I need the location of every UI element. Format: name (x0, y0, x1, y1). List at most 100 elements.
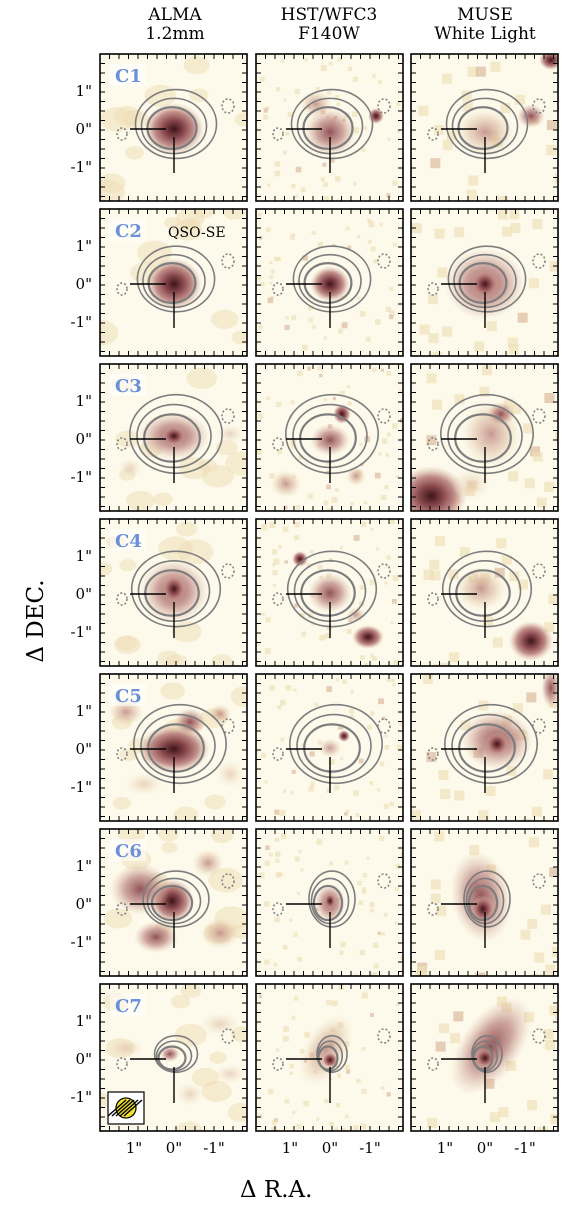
noise-pixel (335, 1102, 341, 1108)
contour-line (451, 713, 527, 779)
row-label-backdrop (110, 994, 146, 1016)
noise-pixel (175, 521, 198, 537)
emission-blob (124, 772, 164, 796)
noise-pixel (289, 1071, 293, 1075)
noise-pixel (329, 157, 335, 163)
emission-blob (485, 732, 509, 756)
noise-pixel (351, 111, 358, 117)
negative-contour (377, 873, 391, 889)
noise-pixel (392, 683, 396, 687)
noise-pixel (183, 56, 210, 75)
noise-pixel (367, 218, 372, 223)
noise-pixel (389, 310, 395, 317)
noise-pixel (328, 61, 333, 66)
noise-pixel (291, 443, 297, 449)
panel-frame (410, 363, 559, 512)
noise-pixel (350, 689, 354, 694)
noise-pixel (526, 692, 537, 703)
row-label-backdrop (110, 684, 146, 706)
noise-pixel (520, 929, 531, 940)
panel-image (256, 212, 403, 351)
panel-hst-row5 (255, 673, 404, 822)
negative-contour (116, 437, 128, 451)
noise-pixel (508, 344, 519, 355)
panel-frame (410, 828, 559, 977)
negative-contour (532, 873, 546, 889)
noise-pixel (269, 274, 274, 279)
beam-hatch (111, 1099, 131, 1117)
negative-contour (377, 253, 391, 269)
noise-pixel (289, 234, 295, 240)
noise-pixel (300, 187, 306, 193)
noise-pixel (378, 80, 383, 85)
noise-pixel (400, 852, 403, 859)
noise-pixel (293, 932, 298, 937)
noise-pixel (344, 1064, 350, 1070)
noise-pixel (486, 321, 497, 332)
contour-line (463, 870, 511, 928)
emission-blob (108, 1038, 144, 1058)
noise-pixel (435, 1041, 446, 1052)
noise-pixel (389, 287, 394, 291)
noise-pixel (294, 88, 301, 95)
noise-pixel (274, 161, 281, 167)
panel-image (103, 829, 247, 953)
negative-contour (427, 282, 439, 296)
noise-pixel (295, 505, 301, 510)
noise-pixel (430, 570, 441, 581)
negative-contour (427, 127, 439, 141)
panel-image (100, 984, 247, 1131)
noise-pixel (371, 972, 377, 976)
noise-pixel (297, 891, 301, 895)
noise-pixel (274, 916, 280, 923)
noise-pixel (377, 788, 381, 792)
noise-pixel (291, 769, 296, 774)
noise-pixel (265, 227, 271, 233)
panel-frame (255, 983, 404, 1132)
panel-alma-row1: C1 1" 0" -1" (70, 53, 248, 202)
emission-blob (200, 1012, 240, 1036)
noise-pixel (285, 316, 289, 320)
negative-contour (221, 563, 235, 579)
noise-pixel (540, 904, 551, 915)
noise-pixel (400, 955, 403, 960)
noise-pixel (461, 90, 472, 101)
emission-blob (118, 458, 142, 478)
contour-line (447, 245, 527, 313)
noise-pixel (274, 809, 280, 815)
noise-pixel (386, 1092, 391, 1097)
negative-contour (427, 437, 439, 451)
noise-pixel (543, 1029, 554, 1040)
panel-image (423, 536, 558, 666)
noise-pixel (353, 1125, 359, 1131)
noise-pixel (346, 1069, 351, 1074)
noise-pixel (434, 950, 445, 961)
noise-pixel (124, 146, 145, 160)
y-tick-label: 1" (76, 547, 92, 565)
noise-pixel (280, 833, 287, 840)
contour-line (441, 550, 533, 628)
noise-pixel (294, 603, 299, 608)
noise-pixel (474, 341, 485, 352)
panel-muse-row1 (410, 53, 559, 202)
emission-blob (346, 466, 366, 486)
noise-pixel (227, 1102, 247, 1122)
noise-pixel (326, 507, 332, 511)
noise-pixel (449, 652, 460, 663)
noise-pixel (497, 209, 508, 220)
noise-pixel (157, 650, 181, 666)
noise-pixel (475, 66, 486, 77)
noise-pixel (523, 423, 534, 434)
noise-pixel (446, 130, 457, 141)
noise-pixel (311, 230, 316, 235)
noise-pixel (338, 724, 344, 730)
noise-pixel (323, 196, 330, 201)
noise-pixel (258, 994, 262, 998)
noise-pixel (265, 106, 270, 110)
contour-line (157, 1045, 187, 1071)
x-tick-label: 0" (477, 1139, 493, 1157)
noise-pixel (186, 367, 218, 390)
noise-pixel (209, 1051, 227, 1064)
noise-pixel (317, 740, 322, 745)
noise-pixel (352, 76, 358, 82)
